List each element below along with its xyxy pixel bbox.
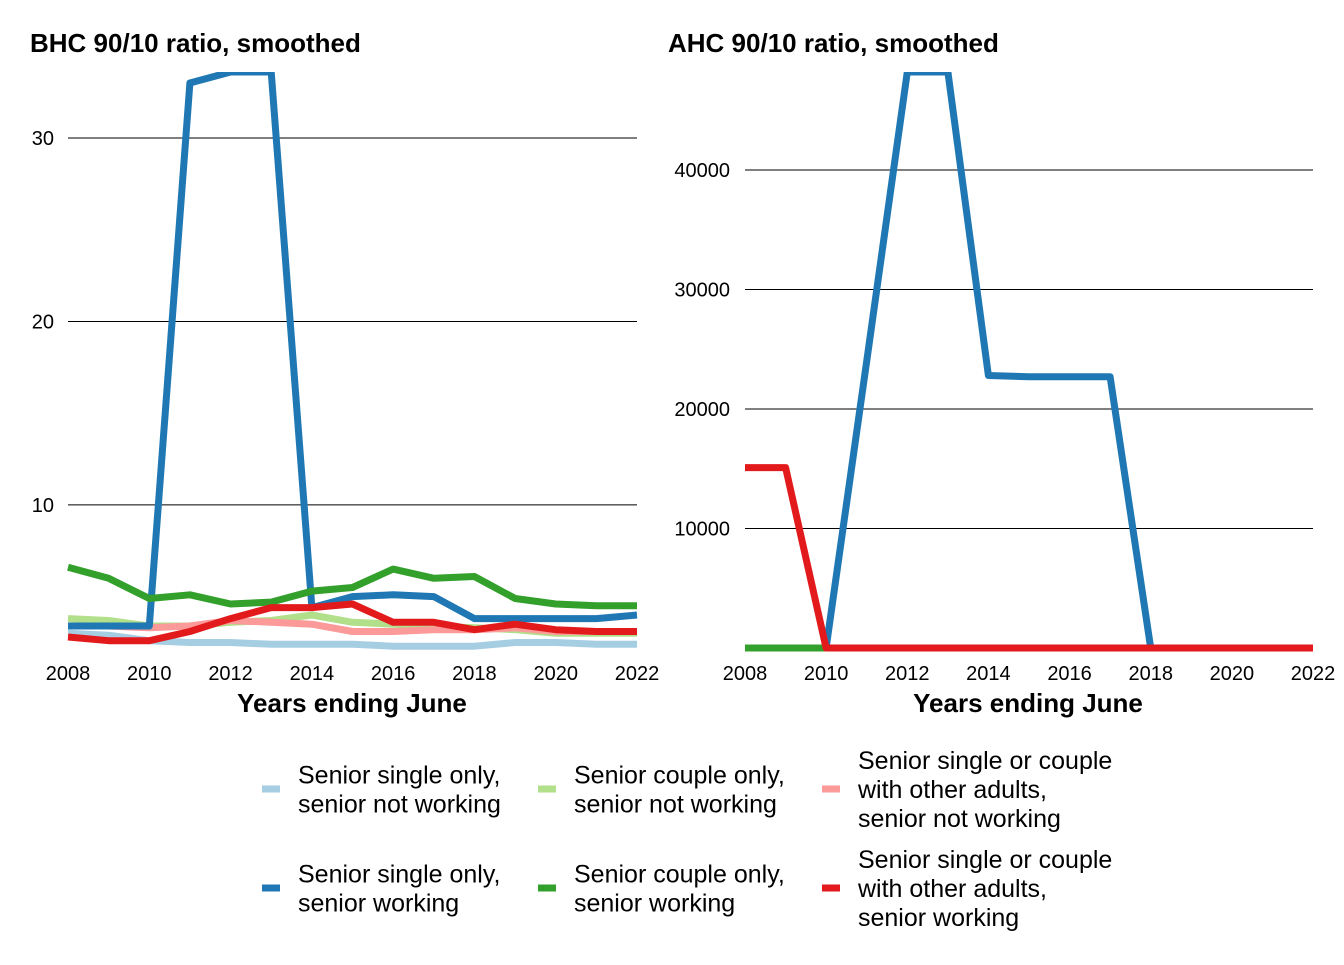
legend-swatch	[822, 884, 840, 892]
legend-swatch	[538, 884, 556, 892]
legend-swatch	[822, 785, 840, 793]
legend-swatch	[538, 785, 556, 793]
legend-label: Senior couple only,	[574, 762, 785, 790]
legend-swatch	[262, 785, 280, 793]
bhc-x-tick-label: 2016	[371, 663, 416, 685]
ahc-series-line-senior-single-only-senior-working	[822, 72, 1313, 652]
ahc-y-tick-label: 20000	[674, 399, 730, 421]
bhc-series-line-senior-single-or-couple-with-other-adults-senior-working	[67, 600, 637, 645]
ahc-x-tick-label: 2018	[1128, 663, 1173, 685]
bhc-panel: BHC 90/10 ratio, smoothed Years ending J…	[30, 28, 659, 718]
legend-label: senior not working	[298, 791, 501, 819]
legend-label: with other adults,	[857, 776, 1047, 804]
legend-label: Senior single or couple	[858, 846, 1112, 874]
bhc-y-tick-label: 20	[32, 311, 54, 333]
ahc-panel: AHC 90/10 ratio, smoothed Years ending J…	[668, 28, 1335, 718]
ahc-series-group	[745, 72, 1313, 652]
bhc-series-line-senior-single-only-senior-not-working	[67, 629, 637, 650]
bhc-x-tick-label: 2010	[127, 663, 172, 685]
ahc-x-tick-label: 2008	[723, 663, 768, 685]
ahc-x-tick-label: 2020	[1210, 663, 1255, 685]
bhc-x-tick-label: 2012	[208, 663, 253, 685]
bhc-series-line-senior-couple-only-senior-working	[67, 563, 637, 610]
ahc-x-tick-label: 2016	[1047, 663, 1092, 685]
legend-label: senior not working	[574, 791, 777, 819]
legend-item: Senior couple only,senior working	[538, 861, 785, 918]
bhc-series-group	[67, 72, 638, 650]
ahc-x-tick-label: 2014	[966, 663, 1011, 685]
legend-label: Senior single only,	[298, 762, 500, 790]
legend-label: Senior single only,	[298, 861, 500, 889]
legend-item: Senior single only,senior working	[262, 861, 500, 918]
ahc-y-tick-label: 40000	[674, 160, 730, 182]
bhc-series-line-senior-single-only-senior-working	[68, 72, 638, 630]
legend-item: Senior couple only,senior not working	[538, 762, 785, 819]
ahc-x-axis-label: Years ending June	[913, 688, 1143, 718]
bhc-x-tick-label: 2020	[533, 663, 578, 685]
ahc-x-tick-label: 2022	[1291, 663, 1336, 685]
bhc-chart-title: BHC 90/10 ratio, smoothed	[30, 28, 361, 58]
ahc-y-tick-label: 30000	[674, 279, 730, 301]
bhc-x-axis-label: Years ending June	[237, 688, 467, 718]
ahc-x-tick-label: 2010	[804, 663, 849, 685]
ahc-y-tick-label: 10000	[674, 518, 730, 540]
bhc-x-tick-label: 2022	[615, 663, 660, 685]
legend-item: Senior single only,senior not working	[262, 762, 501, 819]
legend-label: Senior single or couple	[858, 747, 1112, 775]
bhc-x-tick-label: 2008	[46, 663, 91, 685]
bhc-x-tick-label: 2018	[452, 663, 497, 685]
ahc-chart-title: AHC 90/10 ratio, smoothed	[668, 28, 999, 58]
legend-label: senior working	[574, 890, 735, 918]
legend-label: with other adults,	[857, 875, 1047, 903]
legend-label: Senior couple only,	[574, 861, 785, 889]
ahc-x-tick-label: 2012	[885, 663, 930, 685]
bhc-y-tick-label: 10	[32, 495, 54, 517]
legend-label: senior working	[858, 904, 1019, 932]
legend-label: senior working	[298, 890, 459, 918]
ahc-series-line-senior-single-or-couple-with-other-adults-senior-working	[745, 464, 1313, 652]
legend-label: senior not working	[858, 805, 1061, 833]
legend-swatch	[262, 884, 280, 892]
bhc-y-tick-label: 30	[32, 128, 54, 150]
bhc-x-tick-label: 2014	[290, 663, 335, 685]
chart-legend: Senior single only,senior not workingSen…	[262, 747, 1112, 932]
